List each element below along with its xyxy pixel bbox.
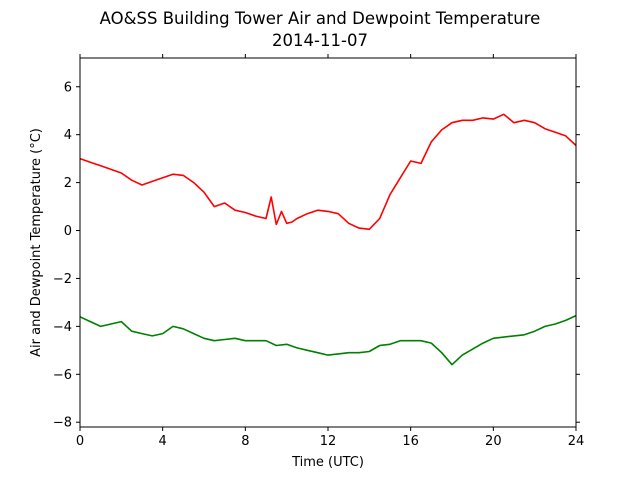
y-axis-label: Air and Dewpoint Temperature (°C): [29, 128, 44, 357]
y-tick-label: 6: [64, 80, 72, 95]
series-line-1: [79, 314, 577, 366]
chart-subtitle: 2014-11-07: [272, 31, 368, 50]
x-tick-label: 8: [241, 434, 249, 449]
y-tick-label: −2: [53, 272, 72, 287]
y-tick-label: 0: [64, 224, 72, 239]
x-tick-label: 0: [76, 434, 84, 449]
series-line-0: [79, 113, 577, 231]
x-tick-label: 20: [485, 434, 502, 449]
y-tick-label: −8: [53, 416, 72, 431]
chart-title: AO&SS Building Tower Air and Dewpoint Te…: [100, 9, 541, 28]
x-axis-label: Time (UTC): [291, 455, 364, 470]
y-tick-label: −4: [53, 320, 72, 335]
x-tick-label: 4: [159, 434, 167, 449]
y-tick-label: 2: [64, 176, 72, 191]
data-series: [79, 113, 577, 366]
y-tick-label: 4: [64, 128, 72, 143]
x-tick-label: 12: [320, 434, 337, 449]
x-tick-label: 24: [568, 434, 585, 449]
plot-frame: [79, 57, 577, 428]
y-tick-label: −6: [53, 368, 72, 383]
x-tick-label: 16: [402, 434, 419, 449]
